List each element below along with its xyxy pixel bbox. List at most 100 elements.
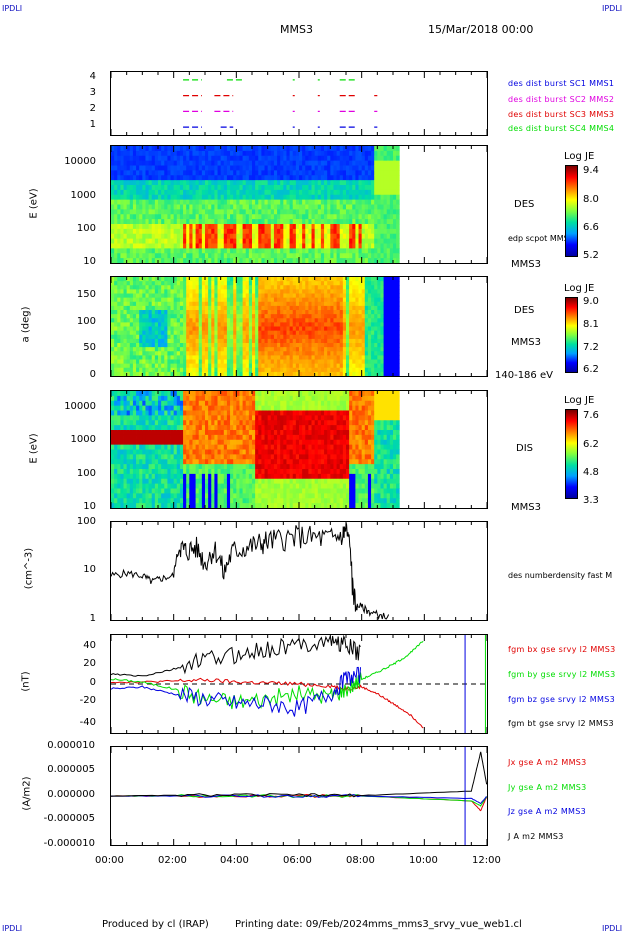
spectrogram-cell [311,371,316,376]
spectrogram-cell [117,415,121,421]
spectrogram-cell [317,281,322,286]
spectrogram-cell [145,347,149,352]
spectrogram-cell [280,228,284,235]
spectrogram-cell [308,214,312,220]
spectrogram-cell [242,146,247,152]
spectrogram-cell [358,199,363,205]
spectrogram-cell [311,258,316,263]
spectrogram-cell [151,146,156,152]
des-energy-ytick-10: 10 [83,256,96,267]
spectrogram-cell [289,165,294,171]
spectrogram-cell [270,277,275,282]
spectrogram-cell [258,367,262,373]
spectrogram-cell [255,224,259,230]
spectrogram-cell [393,355,397,360]
spectrogram-cell [289,170,294,176]
spectrogram-cell [305,322,309,327]
spectrogram-cell [317,170,322,176]
spectrogram-cell [377,343,381,348]
spectrogram-cell [311,363,316,369]
spectrogram-cell [273,359,278,365]
spectrogram-cell [255,175,259,181]
spectrogram-cell [261,305,265,311]
spectrogram-cell [186,219,190,225]
spectrogram-cell [151,469,156,475]
spectrogram-cell [195,233,200,240]
spectrogram-cell [233,363,237,369]
des-pitch-cb-tick-bottom: 6.2 [583,364,599,375]
spectrogram-cell [117,469,121,475]
spectrogram-cell [148,493,153,499]
spectrogram-cell [158,199,162,205]
spectrogram-cell [283,228,287,235]
spectrogram-cell [330,318,334,323]
spectrogram-cell [393,363,397,369]
spectrogram-cell [186,214,190,220]
spectrogram-cell [170,322,175,327]
spectrogram-cell [167,322,171,327]
spectrogram-cell [139,347,143,352]
spectrogram-cell [295,285,300,290]
spectrogram-cell [324,214,328,220]
spectrogram-cell [355,238,359,244]
spectrogram-cell [142,410,146,416]
spectrogram-cell [114,180,118,186]
spectrogram-cell [117,464,121,470]
spectrogram-cell [352,334,356,340]
spectrogram-cell [236,343,240,348]
spectrogram-cell [327,318,331,323]
spectrogram-cell [189,165,193,171]
spectrogram-cell [389,330,394,336]
spectrogram-cell [151,175,156,181]
spectrogram-cell [217,338,222,344]
spectrogram-cell [183,367,187,373]
spectrogram-cell [139,238,143,244]
spectrogram-cell [186,243,190,249]
spectrogram-cell [264,351,269,356]
spectrogram-cell [189,371,193,376]
spectrogram-cell [220,238,225,244]
spectrogram-cell [158,194,162,201]
spectrogram-cell [189,224,193,230]
spectrogram-cell [302,253,306,259]
spectrogram-cell [324,219,328,225]
spectrogram-cell [117,314,121,319]
spectrogram-cell [233,253,237,259]
spectrogram-cell [117,400,121,407]
spectrogram-cell [242,314,247,319]
spectrogram-cell [173,228,178,235]
spectrogram-cell [148,277,153,282]
spectrogram-cell [252,185,256,191]
spectrogram-cell [280,351,284,356]
spectrogram-cell [189,305,193,311]
spectrogram-cell [252,175,256,181]
spectrogram-cell [396,150,400,157]
spectrogram-cell [295,351,300,356]
spectrogram-cell [261,253,265,259]
spectrogram-cell [393,160,397,166]
spectrogram-cell [380,363,384,369]
spectrogram-cell [173,248,178,254]
spectrogram-cell [311,326,316,332]
spectrogram-cell [330,228,334,235]
spectrogram-cell [352,347,356,352]
spectrogram-cell [183,322,187,327]
spectrogram-cell [283,363,287,369]
spectrogram-cell [136,473,140,480]
spectrogram-cell [255,146,259,152]
spectrogram-cell [148,338,153,344]
spectrogram-cell [239,165,243,171]
spectrogram-cell [211,301,215,307]
spectrogram-cell [236,175,240,181]
spectrogram-cell [161,243,165,249]
spectrogram-cell [383,305,388,311]
spectrogram-cell [258,165,262,171]
des-pitch-cb-tick-2: 8.1 [583,319,599,330]
spectrogram-cell [317,150,322,157]
spectrogram-cell [195,367,200,373]
spectrogram-cell [111,224,115,230]
spectrogram-cell [154,146,159,152]
spectrogram-cell [299,253,303,259]
spectrogram-cell [148,175,153,181]
spectrogram-cell [349,194,353,201]
